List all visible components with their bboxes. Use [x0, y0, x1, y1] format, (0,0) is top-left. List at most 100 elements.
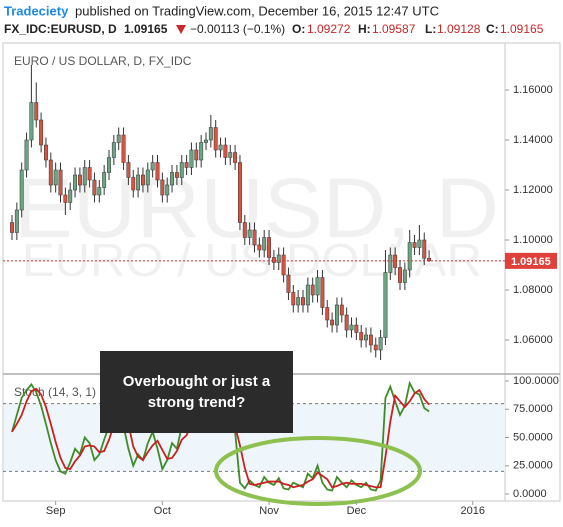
candle-body [208, 127, 213, 141]
candle-body [131, 177, 136, 191]
y-tick-label: 75.0000 [513, 403, 553, 415]
candle-body [136, 174, 141, 191]
y-tick-label: 100.0000 [513, 375, 559, 387]
candle-body [204, 139, 208, 143]
candle-body [398, 267, 402, 283]
candle-body [77, 174, 82, 186]
candle-body [402, 269, 407, 283]
candle-body [388, 254, 393, 273]
candle-body [364, 334, 369, 341]
candle-body [325, 307, 330, 321]
candle-body [296, 297, 301, 306]
candle-body [10, 222, 14, 233]
candle-body [34, 102, 39, 121]
candle-body [267, 237, 272, 258]
low-label: L: [425, 22, 436, 36]
indicator-title: Stoch (14, 3, 1) [14, 385, 96, 399]
candle-body [276, 254, 281, 263]
candle-body [121, 134, 126, 163]
low-value: 1.09128 [437, 22, 481, 36]
candle-body [305, 284, 310, 306]
author[interactable]: Tradeciety [4, 3, 69, 18]
candle-body [194, 149, 199, 161]
last-price: 1.09165 [124, 22, 168, 36]
candle-body [97, 187, 102, 196]
candle-body [407, 242, 412, 271]
x-tick-label: Oct [154, 505, 171, 517]
x-tick-label: Nov [259, 505, 279, 517]
watermark: EURO / US DOLLAR [22, 234, 482, 286]
y-tick-label: 50.0000 [513, 431, 553, 443]
candle-body [427, 257, 432, 262]
open-value: 1.09272 [307, 22, 351, 36]
candle-body [155, 162, 160, 181]
candle-body [252, 229, 257, 246]
candle-body [359, 332, 364, 341]
candle-body [174, 172, 179, 178]
high-value: 1.09587 [372, 22, 416, 36]
highlight-ellipse [214, 436, 422, 506]
candle-body [170, 172, 175, 186]
published: published on TradingView.com, December 1… [75, 3, 439, 18]
y-tick-label: 0.0000 [513, 488, 547, 500]
candle-body [373, 344, 378, 351]
candle-body [247, 229, 252, 238]
candle-body [213, 127, 218, 151]
candle-body [141, 174, 145, 186]
candle-body [53, 169, 58, 186]
candle-body [179, 162, 184, 178]
candle-body [339, 304, 344, 316]
candle-body [58, 169, 63, 196]
candle-body [335, 304, 339, 326]
candle-body [257, 244, 262, 251]
candle-body [68, 189, 73, 203]
candle-body [73, 174, 77, 191]
candle-body [233, 152, 238, 163]
candle-body [218, 144, 223, 151]
candle-body [48, 159, 53, 186]
candle-body [184, 162, 189, 168]
candle-body [262, 237, 267, 251]
candle-body [281, 254, 286, 276]
x-tick-label: Sep [46, 505, 66, 517]
candle-body [92, 179, 97, 196]
candle-body [271, 257, 276, 263]
candle-body [344, 314, 349, 331]
candle-body [160, 179, 165, 196]
candle-body [165, 184, 170, 196]
candle-body [238, 162, 242, 223]
candle-body [242, 222, 247, 238]
candle-body [286, 274, 291, 293]
candle-body [145, 169, 150, 186]
last-price-tag [505, 252, 557, 269]
y-tick-label: 1.12000 [513, 184, 553, 196]
candle-body [291, 292, 296, 306]
last-price-label: 1.09165 [511, 256, 551, 268]
open-label: O: [292, 22, 305, 36]
y-tick-label: 1.08000 [513, 284, 553, 296]
y-tick-label: 25.0000 [513, 460, 553, 472]
annotation: Overbought or just a strong trend? [100, 351, 293, 433]
candle-body [44, 144, 48, 161]
symbol: FX_IDC:EURUSD, D [4, 22, 117, 36]
candle-body [320, 277, 325, 308]
close-value: 1.09165 [500, 22, 544, 36]
y-tick-label: 1.06000 [513, 334, 553, 346]
candle-body [150, 162, 155, 171]
x-tick-label: 2016 [461, 505, 485, 517]
candle-body [412, 242, 417, 248]
candle-body [19, 169, 24, 211]
candle-body [378, 337, 383, 351]
candle-body [107, 157, 111, 173]
down-arrow [176, 25, 186, 34]
high-label: H: [358, 22, 371, 36]
candle-body [39, 119, 44, 146]
candle-body [189, 149, 194, 168]
change: −0.00113 (−0.1%) [190, 22, 285, 36]
candle-body [228, 152, 233, 158]
candle-body [368, 334, 373, 346]
candle-body [29, 102, 34, 141]
candle-body [417, 239, 422, 248]
